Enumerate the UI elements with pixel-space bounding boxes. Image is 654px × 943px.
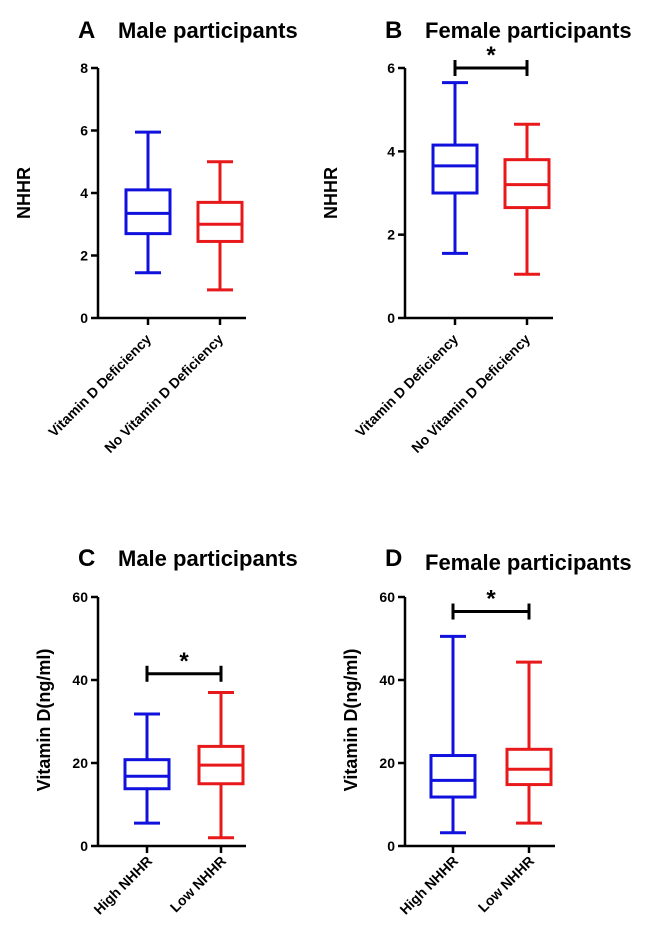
y-axis-label: Vitamin D(ng/ml): [34, 649, 54, 792]
box-1: Vitamin D Deficiency: [352, 81, 479, 440]
y-axis-label: NHHR: [14, 167, 34, 219]
panel-letter: C: [78, 545, 95, 572]
iqr-box: [196, 200, 244, 243]
iqr-box: [431, 143, 479, 195]
category-label: No Vitamin D Deficiency: [101, 331, 226, 456]
panel-d: D Female participants Vitamin D(ng/ml) 0 20 4…: [341, 545, 632, 917]
category-label: Low NHHR: [475, 853, 537, 915]
y-tick-label: 2: [387, 227, 395, 243]
y-axis-label: NHHR: [321, 167, 341, 219]
category-label: High NHHR: [90, 853, 155, 918]
panel-letter: B: [385, 17, 402, 44]
iqr-box: [123, 758, 171, 791]
significance-bracket: *: [145, 648, 223, 682]
y-tick-label: 4: [80, 185, 88, 201]
panel-title: Male participants: [118, 546, 298, 571]
significance-bracket: *: [453, 42, 529, 76]
y-axis-label: Vitamin D(ng/ml): [341, 649, 361, 792]
significance-bracket: *: [451, 586, 531, 620]
iqr-box: [429, 754, 477, 799]
iqr-box: [505, 747, 553, 787]
box-2: No Vitamin D Deficiency: [101, 160, 244, 456]
box-1: High NHHR: [396, 634, 477, 918]
y-tick-label: 6: [387, 60, 395, 76]
panel-c: C Male participants Vitamin D(ng/ml) 0 20 40 6…: [34, 545, 298, 917]
panel-title: Female participants: [425, 18, 632, 43]
box-1: High NHHR: [90, 712, 171, 918]
y-tick-label: 4: [387, 143, 395, 159]
y-tick-label: 20: [379, 755, 395, 771]
panel-b: B Female participants NHHR 0 2 4 6 Vitamin D De…: [321, 17, 632, 456]
y-tick-label: 0: [80, 838, 88, 854]
y-tick-label: 40: [72, 672, 88, 688]
significance-label: *: [486, 586, 496, 613]
y-tick-label: 0: [387, 838, 395, 854]
significance-label: *: [486, 42, 496, 69]
box-2: Low NHHR: [167, 690, 245, 915]
panel-letter: D: [385, 545, 402, 572]
category-label: No Vitamin D Deficiency: [408, 331, 533, 456]
y-tick-label: 6: [80, 123, 88, 139]
box-2: No Vitamin D Deficiency: [408, 122, 551, 456]
y-tick-label: 0: [387, 310, 395, 326]
panel-title: Male participants: [118, 18, 298, 43]
iqr-box: [124, 188, 172, 236]
y-tick-label: 8: [80, 60, 88, 76]
category-label: High NHHR: [396, 853, 461, 918]
panel-letter: A: [78, 17, 95, 44]
y-tick-label: 0: [80, 310, 88, 326]
y-tick-label: 20: [72, 755, 88, 771]
category-label: Low NHHR: [167, 853, 229, 915]
significance-label: *: [179, 648, 189, 675]
y-tick-label: 60: [72, 589, 88, 605]
y-tick-label: 60: [379, 589, 395, 605]
box-2: Low NHHR: [475, 660, 553, 915]
y-tick-label: 2: [80, 248, 88, 264]
panel-title: Female participants: [425, 550, 632, 575]
y-tick-label: 40: [379, 672, 395, 688]
